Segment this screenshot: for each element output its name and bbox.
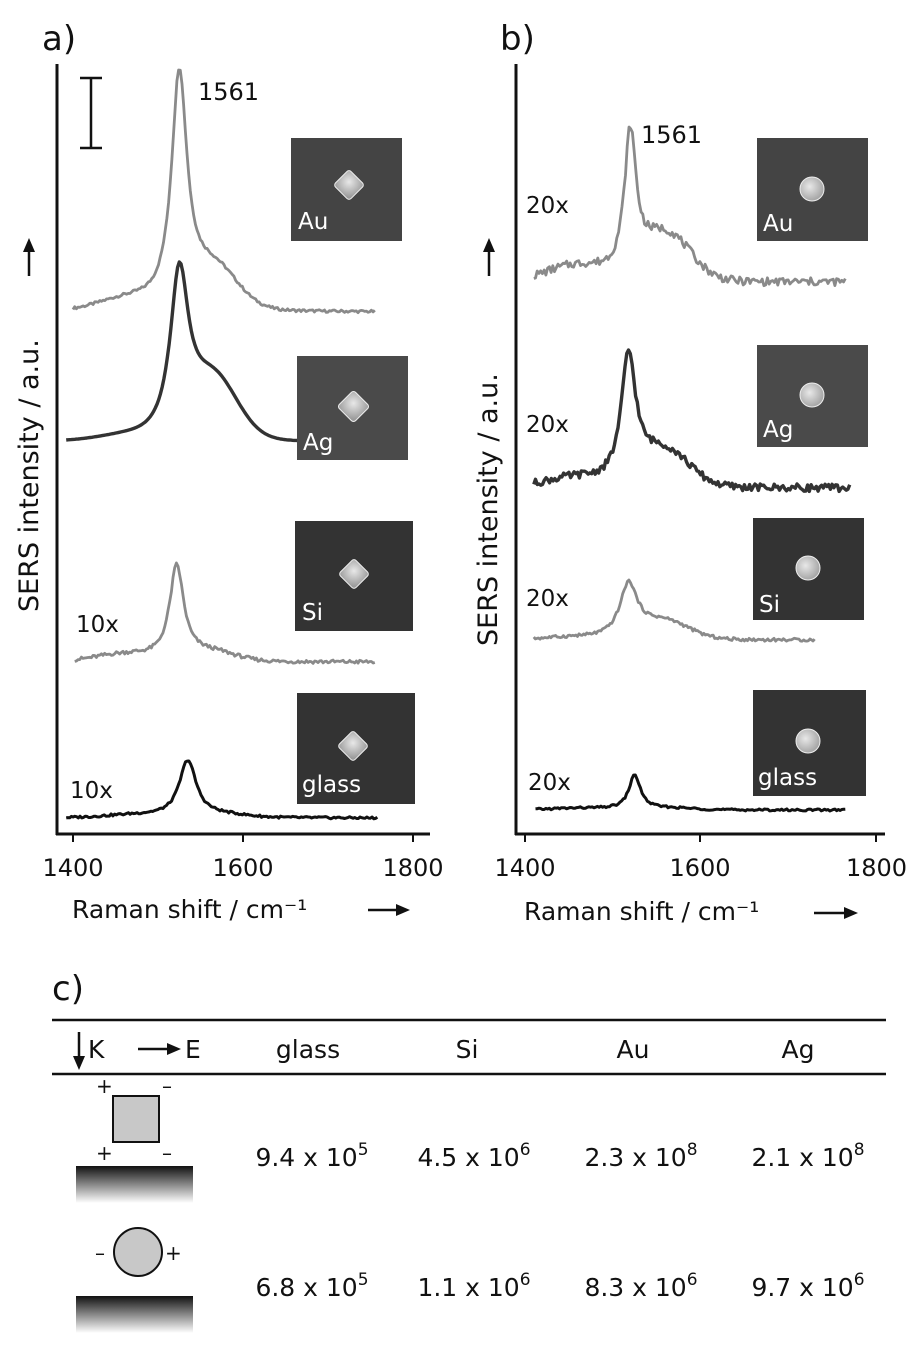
panel-c-label: c) xyxy=(52,969,84,1009)
charge-minus-tr: – xyxy=(162,1074,172,1098)
nanocube-icon xyxy=(334,170,364,200)
cube-particle-icon xyxy=(112,1095,160,1143)
panel-b-label: b) xyxy=(500,19,535,59)
particle-sphere-diagram: – + xyxy=(76,1227,193,1333)
panel-a-y-label: SERS intensity / a.u. xyxy=(14,339,45,612)
enhancement-table: K E glass Si Au Ag + – + – – + 9.4 x 105… xyxy=(52,1018,886,1333)
spectrum-line-glass xyxy=(65,759,379,821)
inset-a-glass: glass xyxy=(297,693,415,804)
inset-b-au-label: Au xyxy=(763,211,793,237)
table-cell-circle-glass: 6.8 x 105 xyxy=(255,1270,368,1302)
inset-a-glass-label: glass xyxy=(302,772,361,798)
panel-b-spectra xyxy=(532,125,852,813)
nanocube-icon xyxy=(337,390,370,423)
charge-minus-left: – xyxy=(95,1241,105,1265)
panel-b-axes: 1400 1600 1800 Raman shift / cm⁻¹ SERS i… xyxy=(473,64,907,926)
inset-b-ag: Ag xyxy=(757,345,868,447)
panel-a-label: a) xyxy=(42,19,76,59)
panel-b-multiplier-au: 20x xyxy=(526,193,569,219)
sphere-particle-icon xyxy=(113,1227,163,1277)
panel-a-x-arrow xyxy=(368,904,410,916)
charge-minus-br: – xyxy=(162,1141,172,1165)
panel-a-tick-label-1800: 1800 xyxy=(382,854,443,882)
panel-b-multiplier-si: 20x xyxy=(526,586,569,612)
charge-plus-tl: + xyxy=(96,1074,113,1098)
inset-b-glass-label: glass xyxy=(758,765,817,791)
column-header-ag: Ag xyxy=(782,1035,815,1064)
nanocube-icon xyxy=(339,559,369,589)
table-cell-square-au: 2.3 x 108 xyxy=(584,1140,697,1172)
spectrum-line-au xyxy=(71,68,376,315)
inset-b-si: Si xyxy=(753,518,864,620)
particle-cube-diagram: + – + – xyxy=(76,1074,193,1203)
inset-b-ag-label: Ag xyxy=(763,417,793,443)
spectrum-line-au xyxy=(533,125,847,288)
table-cell-circle-si: 1.1 x 106 xyxy=(417,1270,530,1302)
panel-a-peak-label: 1561 xyxy=(198,78,259,106)
panel-a-y-arrow xyxy=(23,238,35,276)
nanosphere-icon xyxy=(795,728,821,754)
panel-b-multiplier-ag: 20x xyxy=(526,412,569,438)
table-cell-circle-ag: 9.7 x 106 xyxy=(751,1270,864,1302)
column-header-si: Si xyxy=(456,1035,479,1064)
panel-b-tick-label-1800: 1800 xyxy=(846,854,907,882)
nanosphere-icon xyxy=(799,176,825,202)
spectrum-line-si xyxy=(532,578,816,643)
panel-b-multiplier-glass: 20x xyxy=(528,770,571,796)
panel-a-multiplier-glass: 10x xyxy=(70,778,113,804)
table-cell-square-ag: 2.1 x 108 xyxy=(751,1140,864,1172)
spectrum-line-si xyxy=(74,561,376,665)
inset-a-si: Si xyxy=(295,521,413,631)
panel-a-x-label: Raman shift / cm⁻¹ xyxy=(72,895,307,924)
substrate-gradient-icon xyxy=(76,1296,193,1333)
inset-a-si-label: Si xyxy=(302,600,323,626)
inset-a-au-label: Au xyxy=(298,209,328,235)
panel-b-x-label: Raman shift / cm⁻¹ xyxy=(524,897,759,926)
charge-plus-bl: + xyxy=(96,1141,113,1165)
k-vector-label: K xyxy=(88,1035,105,1064)
panel-a-multiplier-si: 10x xyxy=(76,612,119,638)
k-vector-arrow-icon xyxy=(73,1032,85,1070)
inset-b-si-label: Si xyxy=(759,592,780,618)
e-field-label: E xyxy=(185,1035,201,1064)
table-cell-square-si: 4.5 x 106 xyxy=(417,1140,530,1172)
panel-a-tick-label-1600: 1600 xyxy=(212,854,273,882)
inset-a-au: Au xyxy=(291,138,402,241)
panel-b-x-arrow xyxy=(814,907,858,919)
panel-b-tick-label-1600: 1600 xyxy=(669,854,730,882)
panel-b-y-label: SERS intensity / a.u. xyxy=(473,373,504,646)
inset-b-glass: glass xyxy=(753,690,866,796)
inset-a-ag-label: Ag xyxy=(303,430,333,456)
table-cell-square-glass: 9.4 x 105 xyxy=(255,1140,368,1172)
column-header-au: Au xyxy=(617,1035,650,1064)
nanosphere-icon xyxy=(799,382,825,408)
panel-b-peak-label: 1561 xyxy=(641,121,702,149)
charge-plus-right: + xyxy=(165,1241,182,1265)
panel-b-y-arrow xyxy=(483,238,495,276)
table-values: 9.4 x 105 4.5 x 106 2.3 x 108 2.1 x 108 6.8 … xyxy=(255,1140,864,1302)
inset-a-ag: Ag xyxy=(297,356,408,460)
panel-a-tick-label-1400: 1400 xyxy=(42,854,103,882)
e-field-arrow-icon xyxy=(138,1043,181,1055)
substrate-gradient-icon xyxy=(76,1166,193,1203)
panel-b-tick-label-1400: 1400 xyxy=(494,854,555,882)
spectrum-line-ag xyxy=(532,348,852,494)
panel-a-axes: 1400 1600 1800 Raman shift / cm⁻¹ SERS i… xyxy=(14,64,444,924)
inset-b-au: Au xyxy=(757,138,868,241)
panel-a-scale-bar xyxy=(80,76,102,150)
spectrum-line-glass xyxy=(535,773,846,813)
nanocube-icon xyxy=(338,731,368,761)
column-header-glass: glass xyxy=(276,1035,340,1064)
table-cell-circle-au: 8.3 x 106 xyxy=(584,1270,697,1302)
nanosphere-icon xyxy=(795,555,821,581)
